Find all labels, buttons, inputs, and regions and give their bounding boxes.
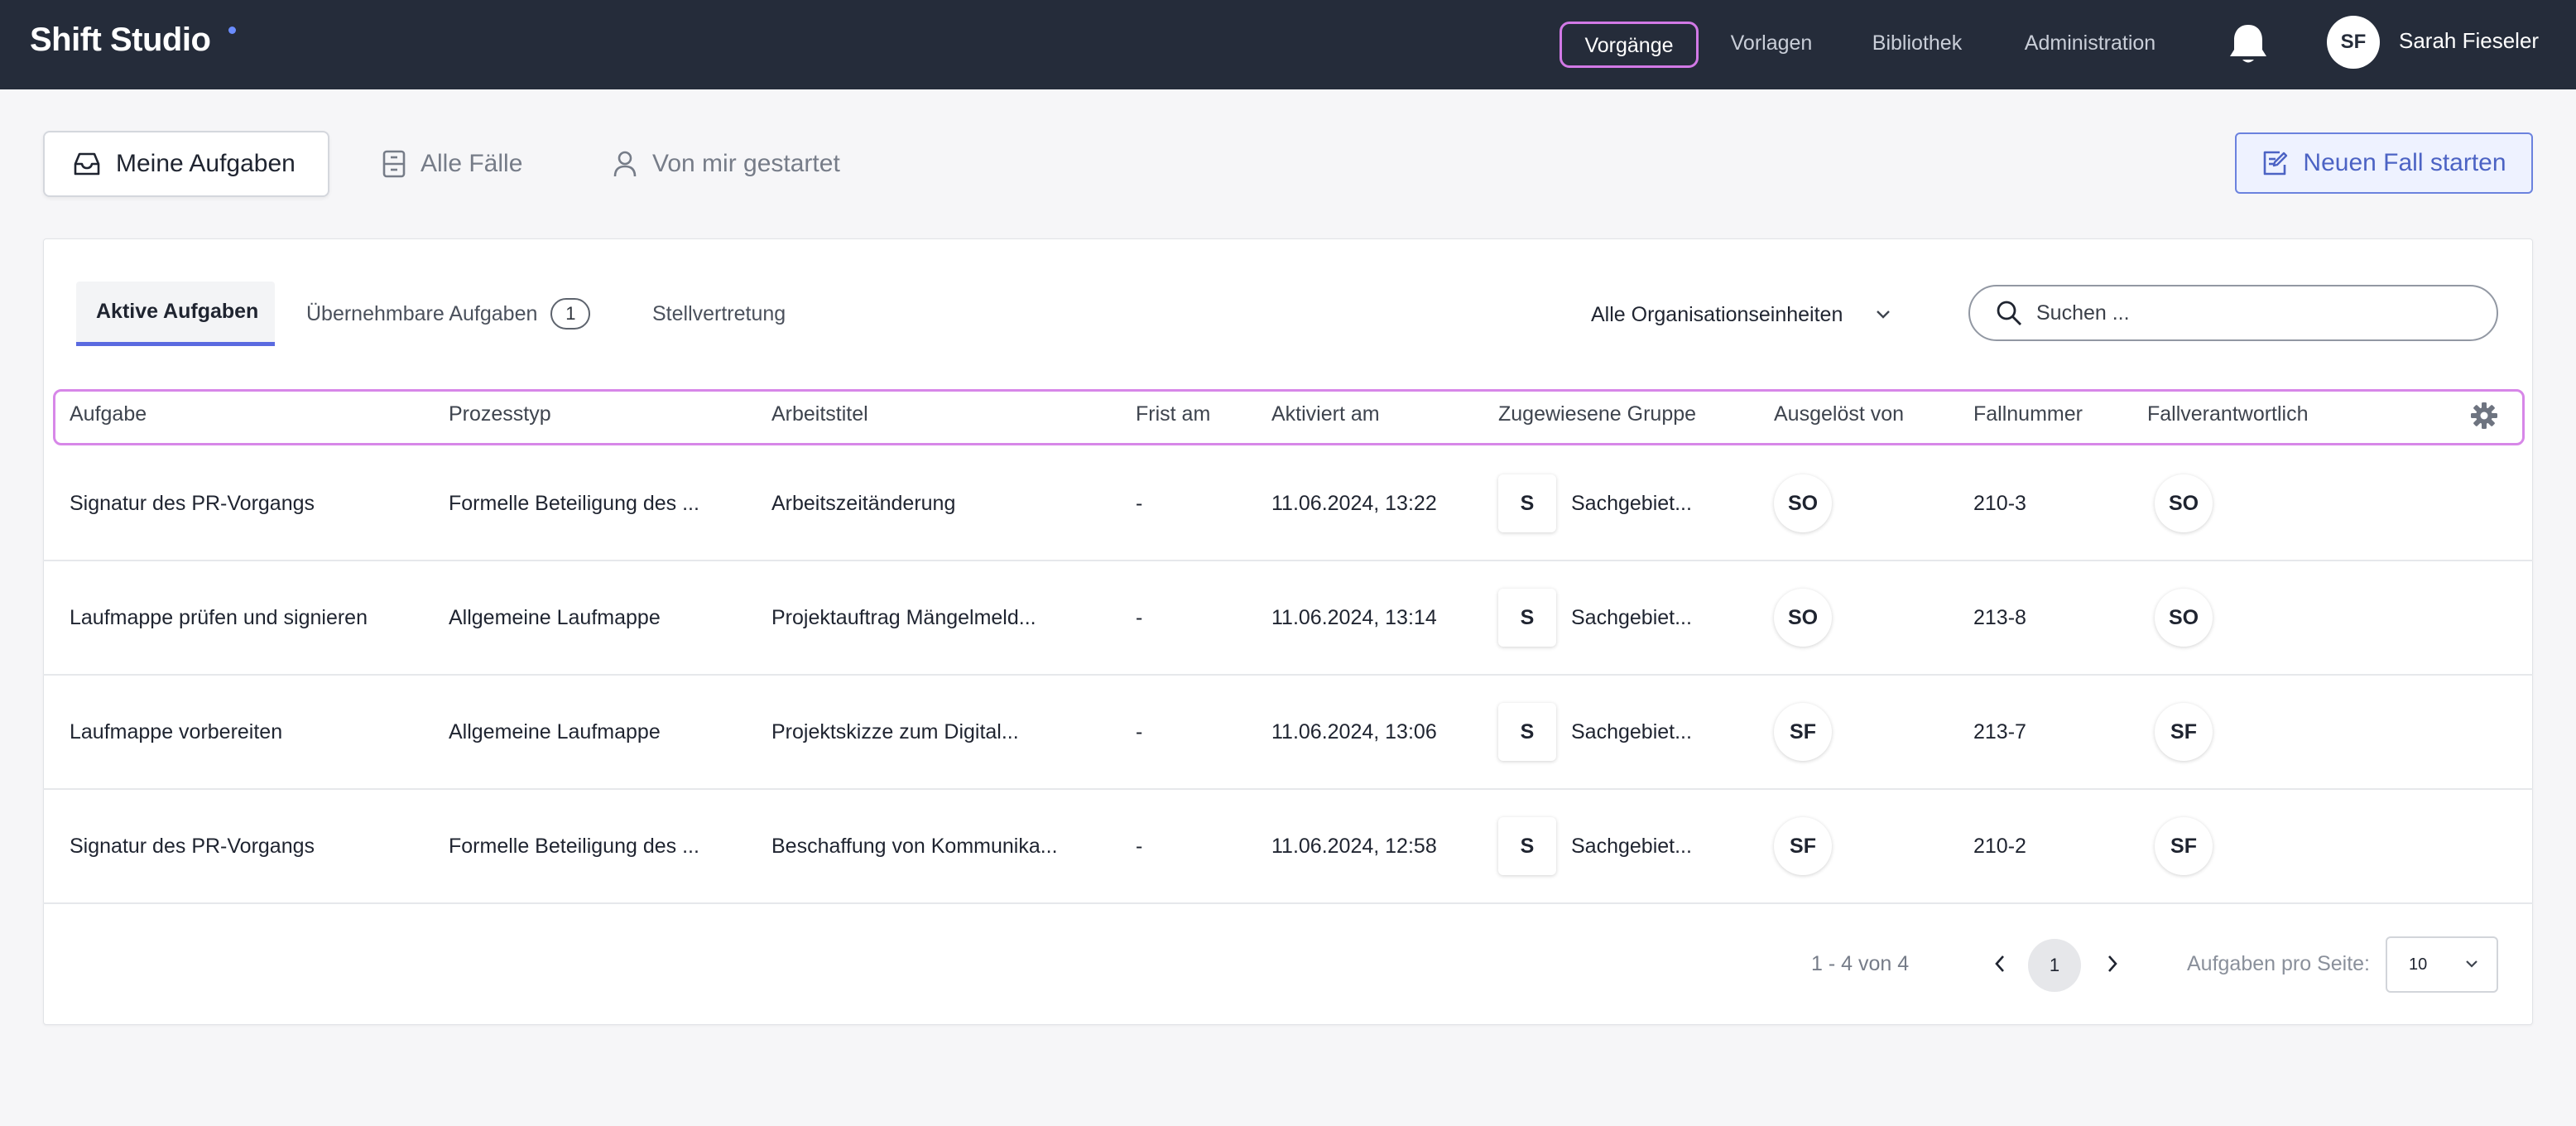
cell-task: Laufmappe vorbereiten [70, 720, 283, 743]
triggered-by-avatar: SO [1774, 589, 1832, 647]
chevron-right-icon[interactable] [2096, 944, 2129, 984]
cell-work-title: Projektauftrag Mängelmeld... [771, 606, 1036, 629]
column-header-arbeitstitel[interactable]: Arbeitstitel [771, 402, 868, 426]
cell-task: Signatur des PR-Vorgangs [70, 835, 315, 858]
cell-process-type: Allgemeine Laufmappe [449, 720, 661, 743]
nav-bibliothek[interactable]: Bibliothek [1872, 31, 1963, 55]
table-row[interactable] [43, 676, 2533, 790]
column-header-zugewiesene-gruppe[interactable]: Zugewiesene Gruppe [1498, 402, 1697, 426]
triggered-by-avatar: SO [1774, 474, 1832, 532]
tab-alle-faelle[interactable]: Alle Fälle [382, 131, 556, 197]
cell-group: Sachgebiet... [1571, 492, 1692, 515]
tab-label: Von mir gestartet [652, 150, 840, 177]
user-avatar[interactable]: SF [2327, 16, 2380, 69]
nav-vorgaenge[interactable]: Vorgänge [1560, 22, 1699, 68]
case-owner-avatar: SO [2155, 589, 2213, 647]
table-row[interactable] [43, 561, 2533, 676]
chevron-down-icon [1877, 310, 1891, 319]
per-page-label: Aufgaben pro Seite: [2187, 952, 2370, 975]
per-page-select[interactable]: 10 [2386, 936, 2498, 993]
logo-dot [228, 26, 236, 34]
group-badge: S [1498, 817, 1556, 875]
tab-label: Alle Fälle [421, 150, 523, 177]
search-icon [1997, 301, 2021, 325]
table-row[interactable] [43, 790, 2533, 904]
case-owner-avatar: SF [2155, 817, 2213, 875]
cell-deadline: - [1136, 835, 1143, 858]
column-header-aktiviert-am[interactable]: Aktiviert am [1271, 402, 1380, 426]
cell-task: Signatur des PR-Vorgangs [70, 492, 315, 515]
group-badge: S [1498, 703, 1556, 761]
tab-meine-aufgaben[interactable]: Meine Aufgaben [43, 131, 329, 197]
column-header-prozesstyp[interactable]: Prozesstyp [449, 402, 551, 426]
chevron-down-icon [2466, 960, 2477, 968]
cell-deadline: - [1136, 606, 1143, 629]
cell-task: Laufmappe prüfen und signieren [70, 606, 368, 629]
bell-icon[interactable] [2227, 22, 2270, 66]
cell-process-type: Formelle Beteiligung des ... [449, 492, 699, 515]
cell-group: Sachgebiet... [1571, 835, 1692, 858]
cell-case-number: 213-7 [1973, 720, 2026, 743]
tab-label: Meine Aufgaben [116, 150, 296, 177]
nav-vorlagen[interactable]: Vorlagen [1730, 31, 1813, 55]
subtab-stellvertretung[interactable]: Stellvertretung [652, 301, 786, 325]
per-page-value: 10 [2409, 955, 2428, 974]
folder-icon [382, 150, 406, 178]
edit-document-icon [2264, 151, 2288, 176]
cell-activated: 11.06.2024, 13:06 [1271, 720, 1437, 743]
cell-case-number: 213-8 [1973, 606, 2026, 629]
user-name[interactable]: Sarah Fieseler [2399, 28, 2540, 53]
search-input[interactable] [2036, 301, 2467, 325]
cell-process-type: Formelle Beteiligung des ... [449, 835, 699, 858]
cell-activated: 11.06.2024, 12:58 [1271, 835, 1437, 858]
cell-group: Sachgebiet... [1571, 720, 1692, 743]
column-header-frist-am[interactable]: Frist am [1136, 402, 1211, 426]
column-header-ausgeloest-von[interactable]: Ausgelöst von [1774, 402, 1905, 426]
subtab-aktive-aufgaben[interactable]: Aktive Aufgaben [76, 282, 275, 346]
org-unit-value: Alle Organisationseinheiten [1591, 302, 1843, 326]
table-row[interactable] [43, 447, 2533, 561]
triggered-by-avatar: SF [1774, 703, 1832, 761]
column-header-aufgabe[interactable]: Aufgabe [70, 402, 147, 426]
case-owner-avatar: SF [2155, 703, 2213, 761]
cell-activated: 11.06.2024, 13:22 [1271, 492, 1437, 515]
table-header-row [53, 389, 2525, 445]
inbox-icon [74, 152, 100, 176]
cell-work-title: Arbeitszeitänderung [771, 492, 956, 515]
org-unit-select[interactable]: Alle Organisationseinheiten [1591, 298, 1891, 331]
cell-deadline: - [1136, 492, 1143, 515]
cell-process-type: Allgemeine Laufmappe [449, 606, 661, 629]
cell-case-number: 210-2 [1973, 835, 2026, 858]
cell-group: Sachgebiet... [1571, 606, 1692, 629]
cell-activated: 11.06.2024, 13:14 [1271, 606, 1437, 629]
group-badge: S [1498, 589, 1556, 647]
person-icon [613, 151, 637, 177]
nav-administration[interactable]: Administration [2024, 31, 2156, 55]
gear-icon[interactable] [2470, 402, 2498, 434]
top-navigation-bar: Shift Studio Vorgänge Vorlagen Bibliothe… [0, 0, 2576, 89]
new-case-label: Neuen Fall starten [2303, 149, 2506, 176]
subtab-label: Übernehmbare Aufgaben [306, 301, 538, 325]
new-case-button[interactable]: Neuen Fall starten [2235, 132, 2533, 194]
count-badge: 1 [550, 298, 591, 330]
task-list-card [43, 238, 2533, 1025]
pagination-range: 1 - 4 von 4 [1811, 952, 1910, 975]
triggered-by-avatar: SF [1774, 817, 1832, 875]
cell-work-title: Projektskizze zum Digital... [771, 720, 1019, 743]
column-header-fallnummer[interactable]: Fallnummer [1973, 402, 2083, 426]
column-header-fallverantwortlich[interactable]: Fallverantwortlich [2147, 402, 2309, 426]
app-logo[interactable]: Shift Studio [30, 22, 211, 58]
group-badge: S [1498, 474, 1556, 532]
cell-case-number: 210-3 [1973, 492, 2026, 515]
case-owner-avatar: SO [2155, 474, 2213, 532]
chevron-left-icon[interactable] [1983, 944, 2016, 984]
search-box [1968, 285, 2498, 341]
page-button-current[interactable]: 1 [2028, 939, 2081, 992]
subtab-uebernehmbare-aufgaben[interactable]: Übernehmbare Aufgaben 1 [306, 282, 591, 346]
cell-work-title: Beschaffung von Kommunika... [771, 835, 1058, 858]
cell-deadline: - [1136, 720, 1143, 743]
tab-von-mir-gestartet[interactable]: Von mir gestartet [613, 131, 886, 197]
